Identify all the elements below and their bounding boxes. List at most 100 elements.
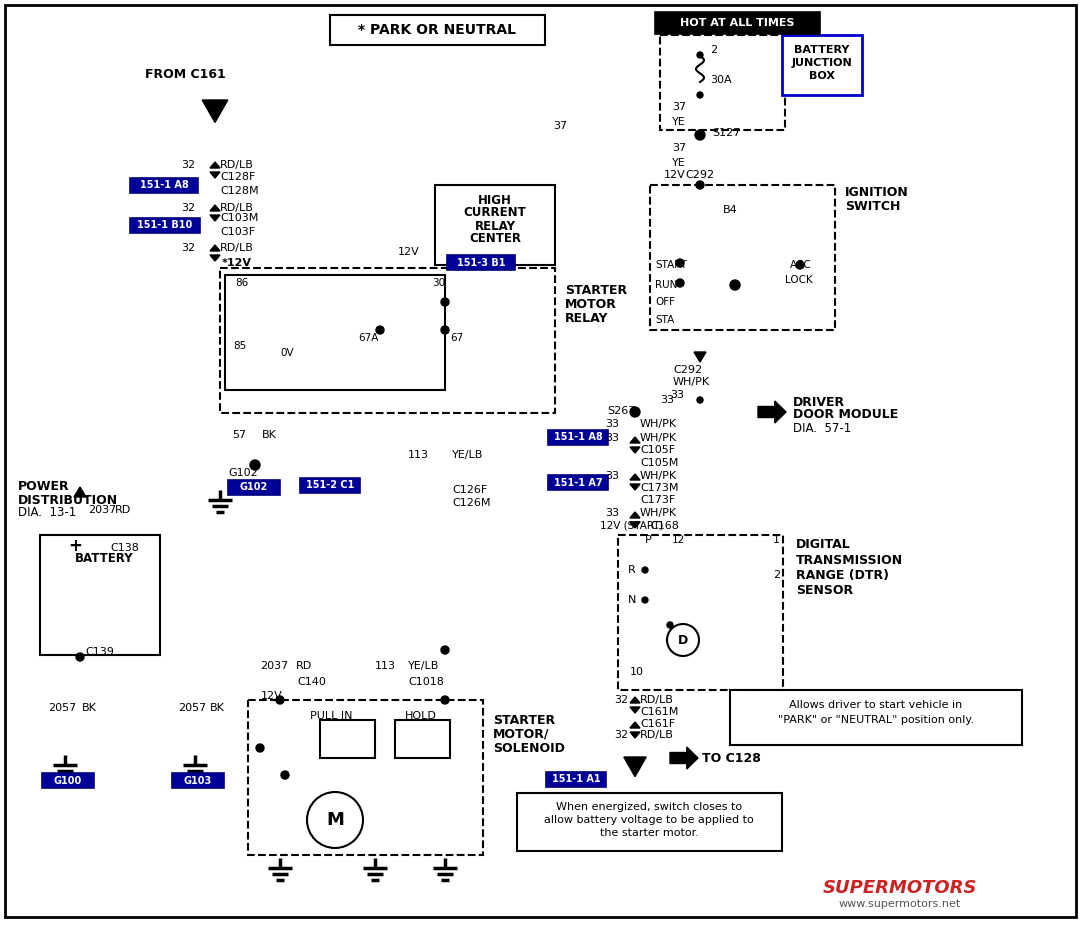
Text: 2037: 2037 [88,505,117,515]
Polygon shape [630,522,640,528]
Bar [618,535,783,690]
Bar [448,255,515,270]
Text: S267: S267 [608,406,636,416]
Text: A: A [206,85,216,98]
Text: 1: 1 [773,535,780,545]
Text: SUPERMOTORS: SUPERMOTORS [823,879,977,897]
Circle shape [676,259,684,267]
Text: 151-1 A8: 151-1 A8 [139,180,188,191]
Text: WH/PK: WH/PK [640,471,677,481]
Text: C292: C292 [685,170,715,180]
Bar [221,268,555,413]
Text: C139: C139 [85,647,114,657]
Bar [546,772,606,787]
Text: www.supermotors.net: www.supermotors.net [839,899,961,909]
Text: YE: YE [672,117,685,127]
Bar [172,773,224,788]
Circle shape [276,696,284,704]
Circle shape [667,624,699,656]
Text: 86: 86 [235,278,249,288]
Text: C138: C138 [110,543,138,553]
Bar [650,185,835,330]
Text: 30: 30 [432,278,445,288]
Text: RD: RD [115,505,131,515]
Polygon shape [694,352,706,362]
Text: 113: 113 [375,661,396,671]
Polygon shape [202,100,228,122]
Text: C103F: C103F [221,227,255,237]
Circle shape [676,279,684,287]
Text: RD/LB: RD/LB [221,243,254,253]
Text: C126M: C126M [452,498,491,508]
Text: BK: BK [210,703,225,713]
Polygon shape [210,245,221,251]
Text: 151-3 B1: 151-3 B1 [457,257,505,267]
Text: RD: RD [296,661,312,671]
Text: TO C128: TO C128 [702,751,761,764]
Text: 12: 12 [672,535,685,545]
Circle shape [281,771,289,779]
Polygon shape [630,732,640,738]
Text: 30A: 30A [710,75,732,85]
Text: START: START [655,260,686,270]
Bar [228,480,280,495]
Text: 2057: 2057 [178,703,206,713]
Text: G100: G100 [54,775,82,785]
Bar [730,690,1022,745]
Text: C128F: C128F [221,172,255,182]
Circle shape [441,298,449,306]
Circle shape [376,326,384,334]
Bar [130,218,200,233]
Text: *12V: *12V [222,258,252,268]
Bar [130,178,198,193]
Text: C173M: C173M [640,483,679,493]
Text: 12V: 12V [664,170,685,180]
Text: WH/PK: WH/PK [673,377,710,387]
Bar [42,773,94,788]
Text: 2037: 2037 [261,661,289,671]
Text: 33: 33 [605,508,619,518]
Text: A: A [625,741,633,754]
Text: HIGH: HIGH [478,193,512,206]
Circle shape [642,597,648,603]
Polygon shape [210,205,221,211]
Text: C128M: C128M [221,186,258,196]
Text: 85: 85 [233,341,246,351]
Text: C126F: C126F [452,485,488,495]
Text: G103: G103 [184,775,212,785]
Text: DIA.  13-1: DIA. 13-1 [18,507,77,520]
Text: ACC: ACC [790,260,812,270]
Polygon shape [630,722,640,728]
Text: N: N [628,595,637,605]
Bar [782,35,862,95]
Text: 32: 32 [181,160,195,170]
Circle shape [307,792,363,848]
Circle shape [697,182,703,188]
Text: 32: 32 [614,730,628,740]
Text: 32: 32 [181,203,195,213]
Text: DISTRIBUTION: DISTRIBUTION [18,494,118,507]
Polygon shape [210,255,221,261]
Text: RELAY: RELAY [565,312,609,325]
Circle shape [697,52,703,58]
Text: 12V: 12V [261,691,283,701]
Text: 37: 37 [553,121,568,131]
Bar [395,720,450,758]
Text: STARTER: STARTER [493,713,556,726]
Text: MOTOR/: MOTOR/ [493,727,549,741]
Text: CENTER: CENTER [469,232,521,245]
Text: STARTER: STARTER [565,283,627,297]
Text: 0V: 0V [280,348,294,358]
Text: +: + [68,537,82,555]
Polygon shape [630,512,640,518]
Text: 151-2 C1: 151-2 C1 [306,480,355,490]
Circle shape [441,696,449,704]
Circle shape [76,653,84,661]
Text: P: P [645,535,652,545]
Text: DIA.  57-1: DIA. 57-1 [793,422,851,435]
Text: G102: G102 [240,483,268,492]
Text: R: R [628,565,636,575]
Text: STA: STA [655,315,675,325]
Text: HOLD: HOLD [405,711,437,721]
Polygon shape [670,747,698,769]
